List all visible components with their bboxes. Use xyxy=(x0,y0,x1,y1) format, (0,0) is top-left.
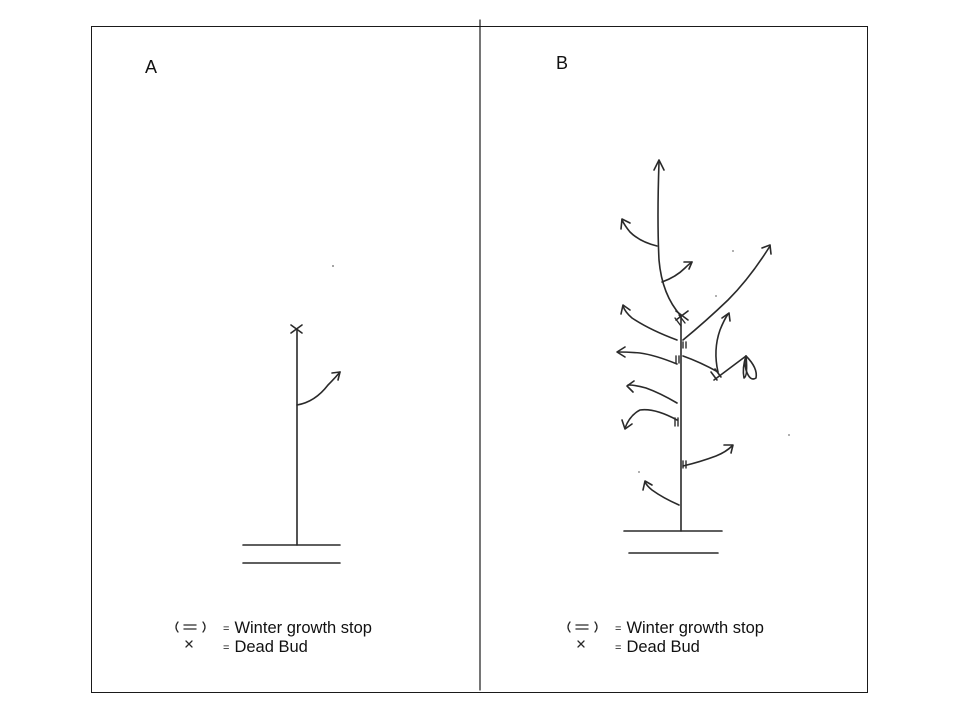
branch-b-left-3 xyxy=(626,380,678,404)
legend-winter-growth-stop: Winter growth stop xyxy=(626,619,764,637)
branch-b-left-1 xyxy=(620,304,678,341)
branch-b-right-hook xyxy=(682,312,731,373)
dead-bud-mark-a xyxy=(290,324,303,334)
leader-b xyxy=(653,159,682,317)
tree-a xyxy=(242,265,341,564)
dead-bud-symbol-icon xyxy=(185,640,193,648)
dead-bud-symbol-icon xyxy=(577,640,585,648)
winter-stop-mark-b-right xyxy=(710,368,722,381)
legend-equals: = xyxy=(615,623,622,635)
branch-b-long-right xyxy=(682,244,772,341)
winter-stop-symbol-icon xyxy=(567,621,598,633)
panel-label-a: A xyxy=(145,57,158,77)
legend-dead-bud: Dead Bud xyxy=(234,638,308,656)
branch-b-lower-left xyxy=(642,480,680,506)
legend-a-symbols xyxy=(175,621,206,648)
legend-a: = Winter growth stop = Dead Bud xyxy=(170,619,410,656)
branch-b-upper-right xyxy=(661,261,693,283)
legend-dead-bud: Dead Bud xyxy=(626,638,700,656)
legend-b-winter-row: = Winter growth stop xyxy=(615,619,764,640)
branch-arrow-a xyxy=(296,371,341,406)
legend-equals: = xyxy=(223,623,230,635)
legend-equals: = xyxy=(615,642,622,654)
legend-a-deadbud-row: = Dead Bud xyxy=(223,638,308,659)
dead-bud-mark-b xyxy=(675,310,689,321)
stray-dot-a xyxy=(332,265,334,267)
legend-b: = Winter growth stop = Dead Bud xyxy=(562,619,802,656)
legend-b-symbols xyxy=(567,621,598,648)
legend-b-deadbud-row: = Dead Bud xyxy=(615,638,700,659)
legend-a-winter-row: = Winter growth stop xyxy=(223,619,372,640)
branch-b-right-leaf xyxy=(713,355,758,381)
legend-winter-growth-stop: Winter growth stop xyxy=(234,619,372,637)
branch-b-lower-right xyxy=(682,444,734,467)
legend-equals: = xyxy=(223,642,230,654)
winter-stop-symbol-icon xyxy=(175,621,206,633)
stray-dots-b xyxy=(638,250,790,473)
branch-b-left-2 xyxy=(616,346,678,365)
tree-b xyxy=(616,159,790,554)
winter-stop-marks-trunk-b xyxy=(674,314,687,469)
branch-b-left-4 xyxy=(621,408,678,430)
branch-b-upper-left xyxy=(620,218,658,247)
panel-label-b: B xyxy=(556,53,569,73)
